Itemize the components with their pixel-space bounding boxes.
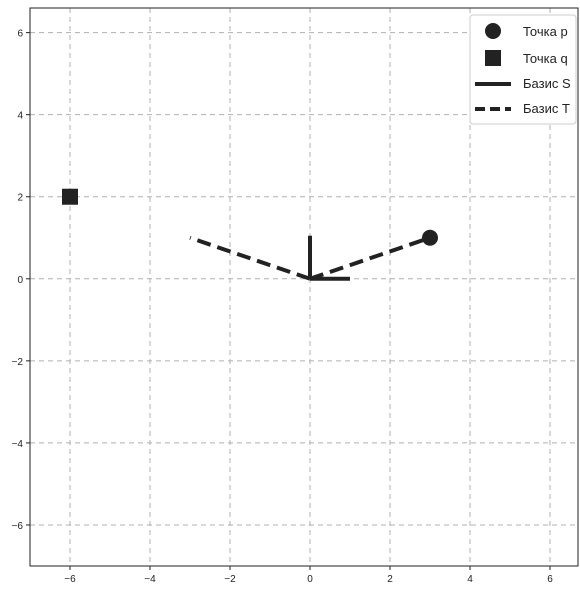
basis-t-vector — [309, 235, 431, 281]
legend-circle-icon — [485, 23, 501, 39]
legend-square-icon — [485, 50, 501, 66]
legend-box — [469, 14, 577, 125]
y-tick-label: −2 — [12, 357, 24, 368]
x-tick-label: −2 — [224, 574, 236, 585]
legend-label-basis-t: Базис T — [523, 101, 570, 116]
y-tick-label: 6 — [17, 29, 23, 40]
x-tick-label: −6 — [64, 574, 76, 585]
basis-t-vector — [189, 235, 311, 281]
series — [62, 188, 438, 281]
legend: Точка p Точка q Базис S Базис T — [469, 14, 577, 125]
y-tick-label: 4 — [17, 111, 23, 122]
x-tick-label: 6 — [547, 574, 553, 585]
y-tick-label: −4 — [12, 439, 24, 450]
y-tick-label: −6 — [12, 521, 24, 532]
x-tick-label: −4 — [144, 574, 156, 585]
y-tick-label: 2 — [17, 193, 23, 204]
x-tick-label: 2 — [387, 574, 393, 585]
legend-label-basis-s: Базис S — [523, 76, 571, 91]
x-tick-label: 4 — [467, 574, 473, 585]
point-q-marker — [62, 188, 78, 205]
legend-label-point-q: Точка q — [523, 51, 568, 66]
point-p-marker — [422, 229, 438, 246]
plot-frame — [29, 7, 579, 567]
y-tick-label: 0 — [17, 275, 23, 286]
legend-label-point-p: Точка p — [523, 24, 568, 39]
ticks: −6 −4 −2 0 2 4 6 −6 −4 −2 0 2 4 6 — [12, 29, 554, 585]
x-tick-label: 0 — [307, 574, 313, 585]
